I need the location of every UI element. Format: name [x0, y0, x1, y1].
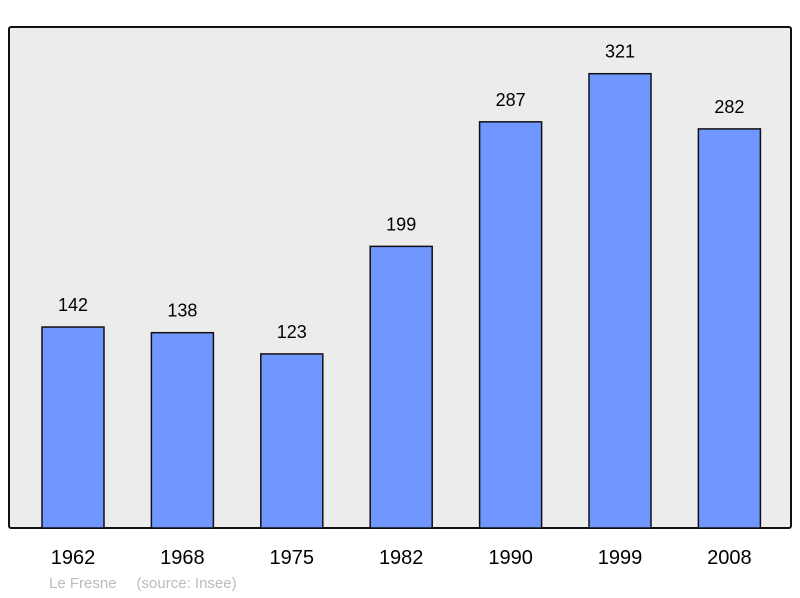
x-tick-label-2008: 2008	[707, 547, 752, 569]
bar-1990	[478, 121, 543, 529]
x-tick-label-1968: 1968	[160, 547, 205, 569]
bar-1962	[41, 326, 105, 529]
data-label-1982: 199	[386, 214, 416, 234]
data-label-1990: 287	[496, 90, 526, 110]
bar-1975	[260, 353, 324, 529]
source-note: (source: Insee)	[136, 575, 237, 592]
x-tick-label-1999: 1999	[598, 547, 643, 569]
x-tick-label-1990: 1990	[488, 547, 533, 569]
data-label-1962: 142	[58, 295, 88, 315]
data-label-1968: 138	[167, 301, 197, 321]
bar-1982	[369, 245, 433, 529]
chart-footer: Le Fresne (source: Insee)	[49, 575, 257, 592]
bar-1968	[150, 331, 215, 529]
data-label-2008: 282	[714, 97, 744, 117]
data-label-1999: 321	[605, 42, 635, 62]
bar-2008	[697, 128, 762, 529]
x-tick-label-1962: 1962	[51, 547, 96, 569]
x-tick-label-1975: 1975	[270, 547, 315, 569]
place-name: Le Fresne	[49, 575, 117, 592]
x-tick-label-1982: 1982	[379, 547, 424, 569]
bar-1999	[588, 72, 652, 529]
data-label-1975: 123	[277, 322, 307, 342]
